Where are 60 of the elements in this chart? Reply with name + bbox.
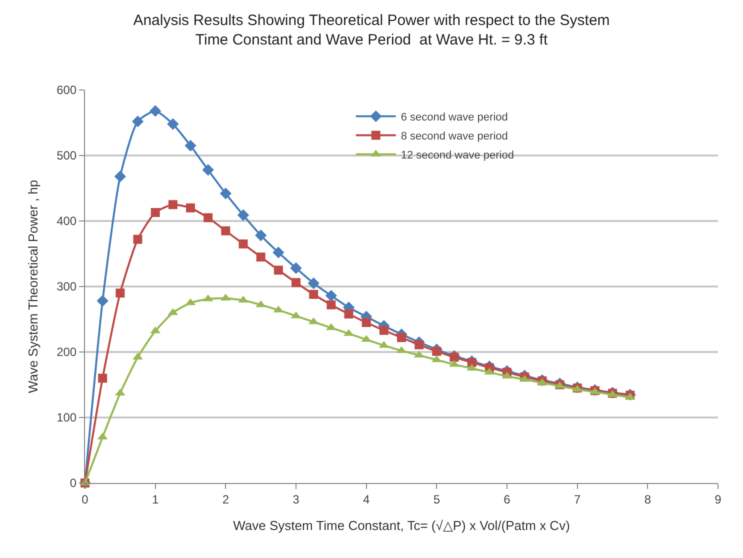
point — [379, 326, 388, 335]
legend-label: 6 second wave period — [400, 112, 508, 124]
point — [256, 252, 266, 262]
point — [238, 296, 248, 303]
legend-label: 12 second wave period — [400, 150, 514, 162]
point — [202, 164, 214, 176]
x-tick-label: 0 — [82, 492, 89, 506]
point — [449, 360, 460, 367]
x-tick-label: 3 — [292, 492, 300, 506]
point — [149, 105, 162, 117]
point — [96, 295, 108, 307]
point — [116, 288, 125, 298]
point — [325, 290, 338, 302]
point — [114, 170, 126, 182]
y-tick-label: 0 — [70, 476, 77, 490]
point — [98, 374, 108, 383]
y-axis-title: Wave System Theoretical Power , hp — [26, 180, 41, 394]
point — [272, 246, 284, 258]
legend-label: 8 second wave period — [400, 130, 508, 143]
y-tick-label: 600 — [56, 83, 77, 98]
y-tick-label: 400 — [56, 214, 77, 228]
x-axis-title: Wave System Time Constant, Tc= (√△P) x Vol/(Patm x Cv) — [233, 518, 570, 533]
x-tick-label: 4 — [362, 492, 370, 506]
point — [397, 333, 406, 342]
point — [450, 352, 459, 362]
point — [290, 262, 302, 274]
point — [168, 200, 178, 210]
point — [414, 340, 424, 350]
x-tick-label: 2 — [222, 492, 230, 506]
point — [344, 310, 354, 319]
point — [237, 209, 250, 221]
x-tick-label: 1 — [152, 492, 159, 506]
point — [186, 203, 195, 212]
y-tick-label: 200 — [56, 345, 77, 360]
x-tick-label: 7 — [574, 492, 581, 506]
x-tick-label: 5 — [433, 492, 440, 506]
point — [326, 300, 336, 310]
y-tick-label: 300 — [56, 280, 77, 294]
point — [292, 278, 300, 288]
point — [432, 346, 442, 356]
point — [362, 318, 371, 328]
point — [132, 116, 144, 128]
point — [150, 208, 160, 217]
chart-title: Analysis Results Showing Theoretical Power with respect to the System Time Constant and Wave Period at Wave Ht. = 9.3 ft — [133, 12, 610, 49]
point — [308, 277, 320, 290]
point — [254, 230, 267, 242]
x-tick-label: 6 — [504, 492, 511, 506]
point — [238, 239, 248, 248]
point — [274, 266, 283, 275]
y-tick-label: 100 — [56, 410, 77, 425]
point — [204, 213, 213, 222]
point — [184, 140, 196, 152]
y-tick-label: 500 — [56, 148, 77, 163]
point — [133, 234, 142, 244]
point — [221, 226, 230, 236]
x-tick-label: 9 — [714, 492, 722, 506]
point — [309, 290, 318, 299]
point — [167, 118, 179, 130]
x-tick-label: 8 — [644, 492, 652, 506]
point — [220, 188, 232, 200]
